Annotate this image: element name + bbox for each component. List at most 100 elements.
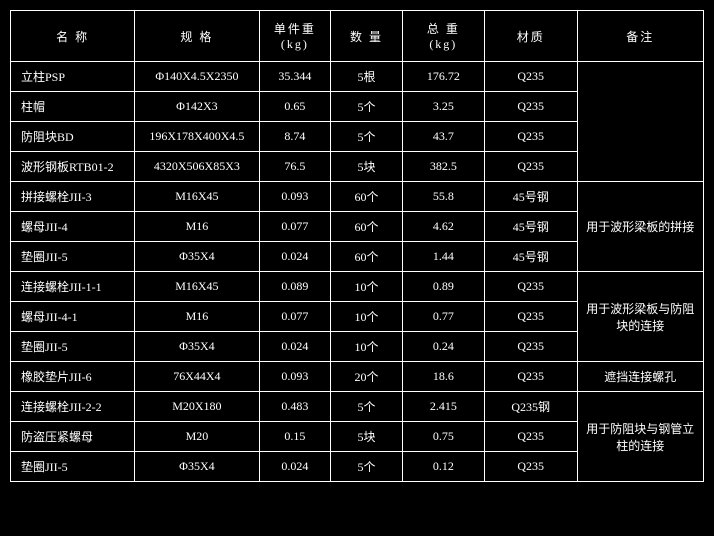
cell-remark: 用于波形梁板与防阻块的连接 xyxy=(577,272,703,362)
cell-mat: Q235钢 xyxy=(484,392,577,422)
cell-spec: 76X44X4 xyxy=(135,362,259,392)
cell-qty: 5个 xyxy=(331,122,403,152)
cell-unitw: 0.024 xyxy=(259,242,331,272)
cell-mat: Q235 xyxy=(484,452,577,482)
cell-totalw: 1.44 xyxy=(402,242,484,272)
header-qty: 数 量 xyxy=(331,11,403,62)
cell-totalw: 4.62 xyxy=(402,212,484,242)
cell-mat: 45号钢 xyxy=(484,242,577,272)
header-unitw: 单件重(kg) xyxy=(259,11,331,62)
cell-name: 柱帽 xyxy=(11,92,135,122)
cell-spec: Φ35X4 xyxy=(135,242,259,272)
cell-mat: Q235 xyxy=(484,152,577,182)
cell-name: 螺母JII-4 xyxy=(11,212,135,242)
cell-name: 连接螺栓JII-2-2 xyxy=(11,392,135,422)
cell-qty: 5个 xyxy=(331,452,403,482)
cell-unitw: 35.344 xyxy=(259,62,331,92)
cell-qty: 10个 xyxy=(331,332,403,362)
cell-name: 拼接螺栓JII-3 xyxy=(11,182,135,212)
cell-unitw: 76.5 xyxy=(259,152,331,182)
cell-unitw: 0.093 xyxy=(259,182,331,212)
cell-totalw: 0.77 xyxy=(402,302,484,332)
cell-name: 垫圈JII-5 xyxy=(11,332,135,362)
cell-mat: Q235 xyxy=(484,122,577,152)
cell-totalw: 0.75 xyxy=(402,422,484,452)
cell-spec: 4320X506X85X3 xyxy=(135,152,259,182)
cell-mat: Q235 xyxy=(484,92,577,122)
parts-table: 名 称 规 格 单件重(kg) 数 量 总 重(kg) 材质 备注 立柱PSPΦ… xyxy=(10,10,704,482)
cell-remark: 遮挡连接螺孔 xyxy=(577,362,703,392)
cell-totalw: 0.12 xyxy=(402,452,484,482)
cell-mat: Q235 xyxy=(484,302,577,332)
cell-name: 防阻块BD xyxy=(11,122,135,152)
table-row: 连接螺栓JII-1-1M16X450.08910个0.89Q235用于波形梁板与… xyxy=(11,272,704,302)
cell-totalw: 3.25 xyxy=(402,92,484,122)
cell-unitw: 0.65 xyxy=(259,92,331,122)
cell-totalw: 2.415 xyxy=(402,392,484,422)
cell-mat: Q235 xyxy=(484,332,577,362)
table-row: 连接螺栓JII-2-2M20X1800.4835个2.415Q235钢用于防阻块… xyxy=(11,392,704,422)
cell-mat: 45号钢 xyxy=(484,182,577,212)
cell-totalw: 55.8 xyxy=(402,182,484,212)
cell-spec: Φ140X4.5X2350 xyxy=(135,62,259,92)
cell-spec: Φ35X4 xyxy=(135,452,259,482)
cell-name: 防盗压紧螺母 xyxy=(11,422,135,452)
cell-totalw: 18.6 xyxy=(402,362,484,392)
cell-spec: M16X45 xyxy=(135,182,259,212)
cell-remark: 用于波形梁板的拼接 xyxy=(577,182,703,272)
cell-name: 连接螺栓JII-1-1 xyxy=(11,272,135,302)
table-row: 橡胶垫片JII-676X44X40.09320个18.6Q235遮挡连接螺孔 xyxy=(11,362,704,392)
cell-qty: 60个 xyxy=(331,212,403,242)
cell-unitw: 0.483 xyxy=(259,392,331,422)
cell-qty: 60个 xyxy=(331,242,403,272)
cell-totalw: 43.7 xyxy=(402,122,484,152)
cell-totalw: 382.5 xyxy=(402,152,484,182)
cell-name: 立柱PSP xyxy=(11,62,135,92)
cell-spec: Φ35X4 xyxy=(135,332,259,362)
cell-mat: 45号钢 xyxy=(484,212,577,242)
cell-remark xyxy=(577,62,703,182)
cell-totalw: 0.89 xyxy=(402,272,484,302)
cell-unitw: 0.077 xyxy=(259,212,331,242)
cell-unitw: 0.093 xyxy=(259,362,331,392)
cell-spec: M16 xyxy=(135,212,259,242)
cell-spec: 196X178X400X4.5 xyxy=(135,122,259,152)
table-row: 拼接螺栓JII-3M16X450.09360个55.845号钢用于波形梁板的拼接 xyxy=(11,182,704,212)
cell-totalw: 0.24 xyxy=(402,332,484,362)
header-spec: 规 格 xyxy=(135,11,259,62)
cell-name: 螺母JII-4-1 xyxy=(11,302,135,332)
header-mat: 材质 xyxy=(484,11,577,62)
cell-unitw: 0.024 xyxy=(259,332,331,362)
cell-name: 垫圈JII-5 xyxy=(11,452,135,482)
cell-name: 垫圈JII-5 xyxy=(11,242,135,272)
cell-unitw: 0.077 xyxy=(259,302,331,332)
cell-unitw: 0.15 xyxy=(259,422,331,452)
cell-spec: Φ142X3 xyxy=(135,92,259,122)
cell-qty: 5根 xyxy=(331,62,403,92)
header-row: 名 称 规 格 单件重(kg) 数 量 总 重(kg) 材质 备注 xyxy=(11,11,704,62)
cell-unitw: 8.74 xyxy=(259,122,331,152)
cell-qty: 5块 xyxy=(331,422,403,452)
table-row: 立柱PSPΦ140X4.5X235035.3445根176.72Q235 xyxy=(11,62,704,92)
cell-qty: 5个 xyxy=(331,92,403,122)
cell-qty: 5块 xyxy=(331,152,403,182)
cell-qty: 5个 xyxy=(331,392,403,422)
cell-qty: 10个 xyxy=(331,302,403,332)
cell-qty: 10个 xyxy=(331,272,403,302)
cell-unitw: 0.089 xyxy=(259,272,331,302)
cell-mat: Q235 xyxy=(484,272,577,302)
cell-mat: Q235 xyxy=(484,362,577,392)
cell-totalw: 176.72 xyxy=(402,62,484,92)
cell-mat: Q235 xyxy=(484,422,577,452)
cell-spec: M20 xyxy=(135,422,259,452)
cell-qty: 60个 xyxy=(331,182,403,212)
cell-name: 波形钢板RTB01-2 xyxy=(11,152,135,182)
cell-spec: M20X180 xyxy=(135,392,259,422)
cell-qty: 20个 xyxy=(331,362,403,392)
cell-remark: 用于防阻块与钢管立柱的连接 xyxy=(577,392,703,482)
cell-spec: M16X45 xyxy=(135,272,259,302)
cell-name: 橡胶垫片JII-6 xyxy=(11,362,135,392)
cell-spec: M16 xyxy=(135,302,259,332)
cell-mat: Q235 xyxy=(484,62,577,92)
cell-unitw: 0.024 xyxy=(259,452,331,482)
